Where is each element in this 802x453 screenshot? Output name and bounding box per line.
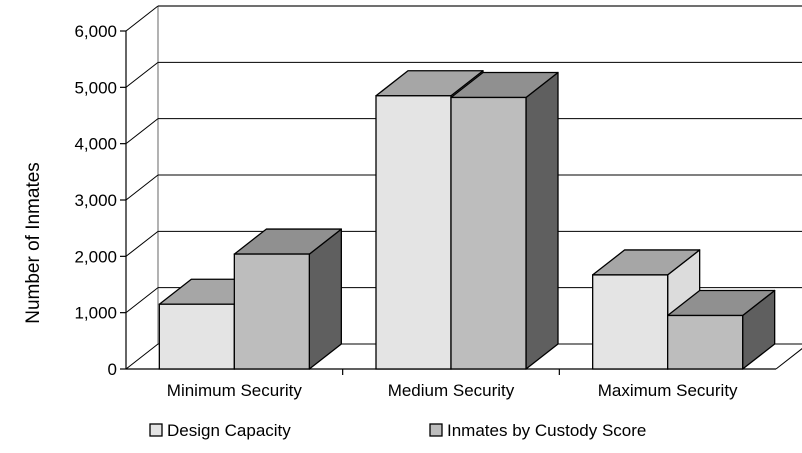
x-category-label: Maximum Security — [598, 381, 738, 400]
y-axis-title: Number of Inmates — [23, 162, 44, 324]
gridline-diagonal — [125, 230, 159, 257]
y-tick-label: 2,000 — [74, 247, 117, 266]
y-tick-label: 4,000 — [74, 135, 117, 154]
gridline-diagonal — [125, 343, 159, 370]
y-tick-labels: 0 1,000 2,000 3,000 4,000 5,000 6,000 — [74, 22, 117, 379]
legend-label: Design Capacity — [167, 421, 291, 440]
x-category-label: Medium Security — [388, 381, 515, 400]
gridline-diagonal — [125, 287, 159, 314]
bar — [375, 95, 452, 370]
gridline-diagonal — [125, 118, 159, 145]
bar — [592, 274, 669, 370]
x-category-label: Minimum Security — [167, 381, 303, 400]
gridline-diagonal — [125, 5, 159, 32]
bar — [158, 303, 235, 370]
y-tick-label: 0 — [108, 360, 117, 379]
bars — [158, 70, 776, 370]
bar — [233, 253, 310, 370]
floor-right-edge — [775, 348, 802, 370]
bar — [450, 96, 527, 370]
gridline-diagonal — [125, 61, 159, 88]
legend-swatch — [149, 423, 163, 437]
legend-swatch — [429, 423, 443, 437]
legend: Design Capacity Inmates by Custody Score — [149, 421, 646, 440]
y-tick-label: 1,000 — [74, 304, 117, 323]
legend-label: Inmates by Custody Score — [447, 421, 646, 440]
gridline-diagonal — [125, 174, 159, 201]
bar — [667, 314, 744, 370]
y-tick-label: 5,000 — [74, 78, 117, 97]
bar-side — [525, 71, 559, 370]
y-tick-label: 6,000 — [74, 22, 117, 41]
y-tick-label: 3,000 — [74, 191, 117, 210]
category-labels: Minimum Security Medium Security Maximum S… — [167, 381, 738, 400]
